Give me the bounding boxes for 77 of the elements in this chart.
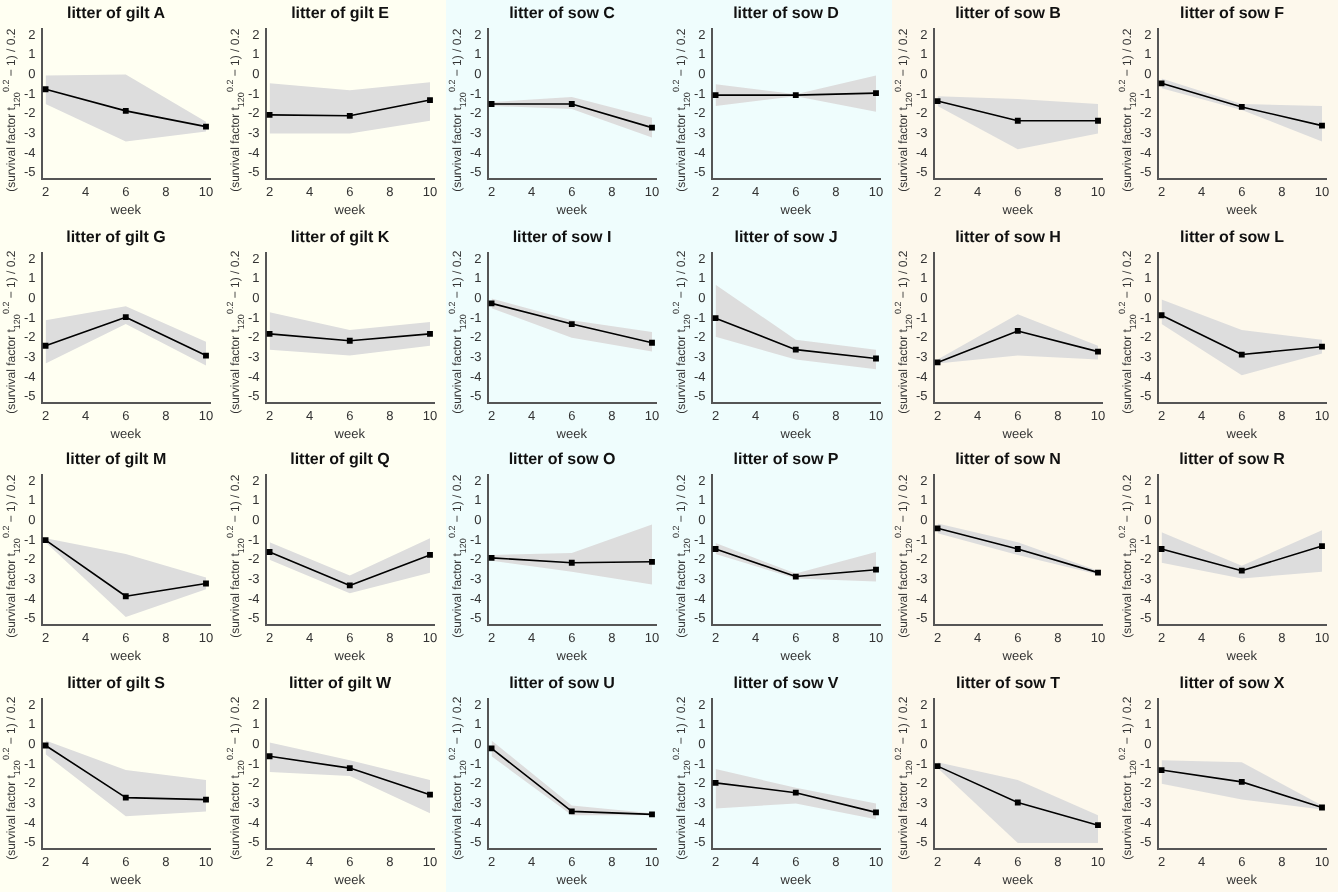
chart-title: litter of sow R	[1178, 450, 1285, 469]
point	[934, 525, 941, 532]
point	[1318, 543, 1324, 549]
point	[649, 338, 655, 345]
point	[265, 752, 272, 759]
point	[1157, 546, 1164, 552]
point	[1095, 821, 1101, 828]
chart-title: litter of sow U	[509, 673, 616, 692]
chart-title: litter of sow C	[509, 4, 616, 23]
point	[426, 97, 432, 103]
point	[934, 762, 941, 769]
chart-title: litter of gilt A	[66, 4, 166, 23]
chart-title: litter of gilt G	[66, 227, 166, 246]
point	[711, 314, 718, 321]
chart-title: litter of gilt M	[65, 450, 167, 469]
point	[872, 808, 878, 815]
point	[488, 744, 495, 751]
point	[426, 552, 432, 558]
chart-title: litter of sow I	[512, 227, 612, 246]
point	[872, 354, 878, 361]
chart-title: litter of sow T	[956, 673, 1061, 692]
chart-title: litter of sow F	[1179, 4, 1284, 23]
point	[649, 810, 655, 817]
point	[345, 112, 352, 119]
chart-title: litter of gilt Q	[289, 450, 389, 469]
point	[1237, 350, 1244, 357]
point	[872, 566, 878, 573]
point	[791, 788, 798, 795]
point	[203, 351, 209, 358]
point	[1157, 766, 1164, 772]
point	[203, 580, 209, 587]
point	[488, 299, 495, 306]
chart-title: litter of sow V	[732, 673, 839, 692]
chart-title: litter of sow O	[508, 450, 616, 469]
point	[203, 795, 209, 802]
chart-title: litter of sow N	[955, 450, 1062, 469]
point	[1318, 342, 1324, 349]
point	[1237, 567, 1244, 574]
point	[1237, 104, 1244, 110]
point	[42, 537, 49, 544]
point	[568, 807, 575, 814]
point	[1318, 803, 1324, 810]
point	[1157, 80, 1164, 87]
chart-title: litter of sow X	[1178, 673, 1285, 692]
chart-title: litter of sow J	[733, 227, 837, 246]
chart-title: litter of gilt K	[289, 227, 389, 246]
point	[426, 790, 432, 797]
point	[791, 345, 798, 352]
point	[791, 573, 798, 580]
chart-title: litter of sow D	[732, 4, 839, 23]
point	[1014, 798, 1021, 805]
point	[1014, 546, 1021, 552]
point	[42, 86, 49, 93]
chart-title: litter of gilt S	[67, 673, 167, 692]
point	[1095, 569, 1101, 576]
point	[122, 107, 129, 114]
point	[568, 320, 575, 326]
point	[711, 546, 718, 552]
point	[203, 123, 209, 130]
point	[122, 313, 129, 320]
point	[265, 111, 272, 118]
chart-title: litter of sow L	[1179, 227, 1284, 246]
point	[1095, 347, 1101, 354]
chart-title: litter of sow P	[732, 450, 839, 469]
chart-title: litter of gilt W	[287, 673, 391, 692]
point	[1014, 327, 1021, 333]
chart-title: litter of sow H	[955, 227, 1062, 246]
point	[1318, 122, 1324, 129]
point	[122, 793, 129, 800]
point	[345, 764, 352, 771]
chart-title: litter of gilt E	[290, 4, 390, 23]
point	[345, 582, 352, 589]
point	[1157, 311, 1164, 318]
chart-title: litter of sow B	[955, 4, 1062, 23]
point	[122, 593, 129, 600]
point	[42, 341, 49, 348]
point	[265, 549, 272, 555]
